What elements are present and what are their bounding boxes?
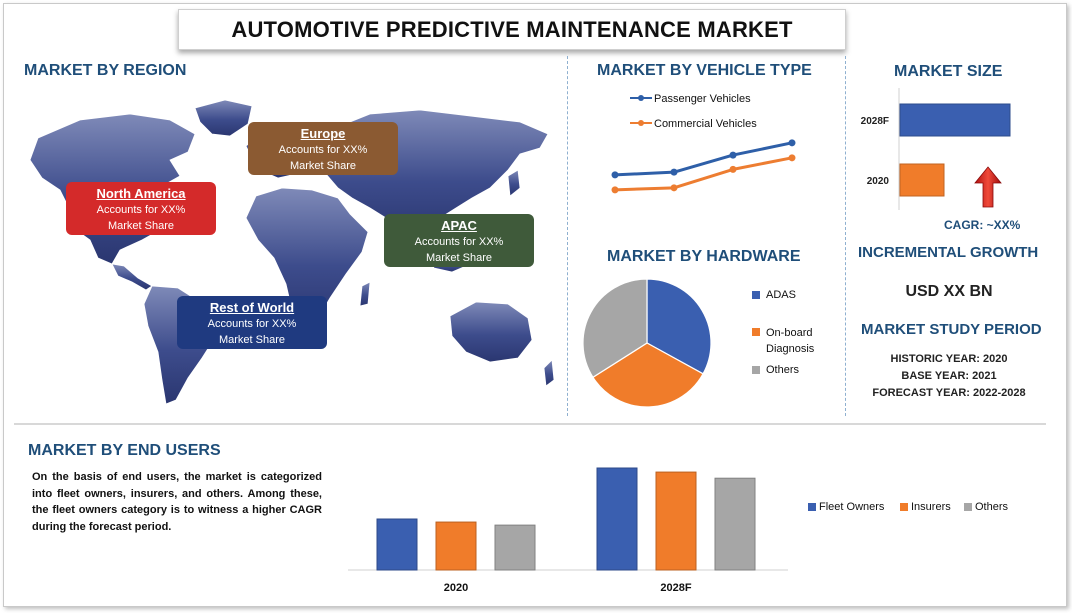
data-point — [670, 184, 678, 192]
pie-legend-item-adas: ADAS — [752, 289, 796, 301]
enduser-bar-2020-0 — [376, 518, 418, 571]
legend-label: Others — [766, 364, 800, 376]
data-point — [729, 151, 737, 159]
enduser-bar-2028F-2 — [714, 477, 756, 571]
legend-marker-0 — [638, 95, 644, 101]
legend-label: Insurers — [911, 501, 951, 513]
legend-swatch — [964, 503, 972, 511]
region-name: Europe — [300, 126, 346, 141]
pie-slice-1 — [592, 342, 704, 408]
cagr-label: CAGR: ~XX% — [944, 218, 1021, 232]
series-line-1 — [614, 156, 793, 192]
region-name: Rest of World — [209, 300, 295, 315]
pie-slice-2 — [582, 278, 648, 379]
end-users-bar-chart: 2020 2028F — [348, 467, 788, 594]
base-year: BASE YEAR: 2021 — [901, 370, 997, 382]
data-point — [670, 168, 678, 176]
region-share-line1: Accounts for XX% — [207, 318, 297, 330]
size-bar-2020 — [899, 163, 945, 197]
data-point — [788, 139, 796, 147]
region-name: North America — [96, 186, 186, 201]
bar-legend-item-insurers: Insurers — [900, 501, 951, 513]
enduser-category-label: 2020 — [444, 582, 468, 594]
region-card-apac: APAC Accounts for XX% Market Share — [384, 214, 534, 267]
vehicle-section-title: MARKET BY VEHICLE TYPE — [597, 62, 812, 79]
legend-label: On-board Diagnosis — [766, 327, 815, 355]
region-name: APAC — [441, 218, 477, 233]
region-section-title: MARKET BY REGION — [24, 62, 187, 79]
legend-marker-1 — [638, 120, 644, 126]
pie-legend-item-onboard: On-board Diagnosis — [752, 325, 836, 357]
legend-swatch — [752, 291, 760, 299]
enduser-bar-2020-1 — [435, 521, 477, 571]
enduser-bar-2020-2 — [494, 524, 536, 571]
region-card-north-america: North America Accounts for XX% Market Sh… — [66, 182, 216, 235]
incremental-section-title: INCREMENTAL GROWTH — [858, 244, 1039, 261]
data-point — [729, 165, 737, 173]
legend-label-1: Commercial Vehicles — [654, 118, 757, 130]
divider-region-vehicle — [567, 56, 568, 416]
size-category-label: 2020 — [867, 176, 890, 187]
region-share-line1: Accounts for XX% — [96, 204, 186, 216]
legend-swatch — [900, 503, 908, 511]
region-share-line1: Accounts for XX% — [414, 236, 504, 248]
region-share-line2: Market Share — [218, 334, 286, 346]
historic-year: HISTORIC YEAR: 2020 — [890, 353, 1008, 365]
legend-label: ADAS — [766, 289, 796, 301]
market-size-bar-chart: 2028F 2020 — [861, 88, 1011, 210]
bar-legend-item-fleet: Fleet Owners — [808, 501, 884, 513]
endusers-description: On the basis of end users, the market is… — [32, 471, 322, 533]
size-bar-2028F — [899, 103, 1011, 137]
study-section-title: MARKET STUDY PERIOD — [861, 321, 1042, 338]
data-point — [788, 154, 796, 162]
arrow-up-icon — [974, 166, 1002, 208]
pie-legend-item-others: Others — [752, 364, 799, 376]
endusers-section-title: MARKET BY END USERS — [28, 442, 221, 459]
forecast-year: FORECAST YEAR: 2022-2028 — [872, 387, 1026, 399]
data-point — [611, 171, 619, 179]
region-share-line2: Market Share — [289, 160, 357, 172]
region-card-rest-of-world: Rest of World Accounts for XX% Market Sh… — [177, 296, 327, 349]
region-share-line2: Market Share — [107, 220, 175, 232]
divider-vehicle-size — [845, 56, 846, 416]
legend-swatch — [752, 328, 760, 336]
size-category-label: 2028F — [861, 116, 889, 127]
legend-swatch — [808, 503, 816, 511]
title-banner: AUTOMOTIVE PREDICTIVE MAINTENANCE MARKET — [178, 9, 846, 50]
region-share-line2: Market Share — [425, 252, 493, 264]
enduser-bar-2028F-0 — [596, 467, 638, 571]
divider-horizontal — [14, 423, 1046, 425]
data-point — [611, 186, 619, 194]
incremental-value: USD XX BN — [905, 283, 993, 300]
enduser-category-label: 2028F — [660, 582, 691, 594]
legend-label-0: Passenger Vehicles — [654, 93, 751, 105]
bar-legend-item-others: Others — [964, 501, 1008, 513]
hardware-section-title: MARKET BY HARDWARE — [607, 248, 801, 265]
legend-swatch — [752, 366, 760, 374]
size-section-title: MARKET SIZE — [894, 63, 1003, 80]
page-title: AUTOMOTIVE PREDICTIVE MAINTENANCE MARKET — [231, 16, 793, 42]
enduser-bar-2028F-1 — [655, 471, 697, 571]
hardware-pie-chart — [582, 278, 712, 408]
pie-slice-0 — [646, 278, 712, 375]
legend-label: Others — [975, 501, 1009, 513]
region-card-europe: Europe Accounts for XX% Market Share — [248, 122, 398, 175]
region-share-line1: Accounts for XX% — [278, 144, 368, 156]
legend-label: Fleet Owners — [819, 501, 885, 513]
series-line-0 — [614, 141, 793, 177]
vehicle-type-line-chart: Passenger Vehicles Commercial Vehicles — [611, 93, 796, 194]
